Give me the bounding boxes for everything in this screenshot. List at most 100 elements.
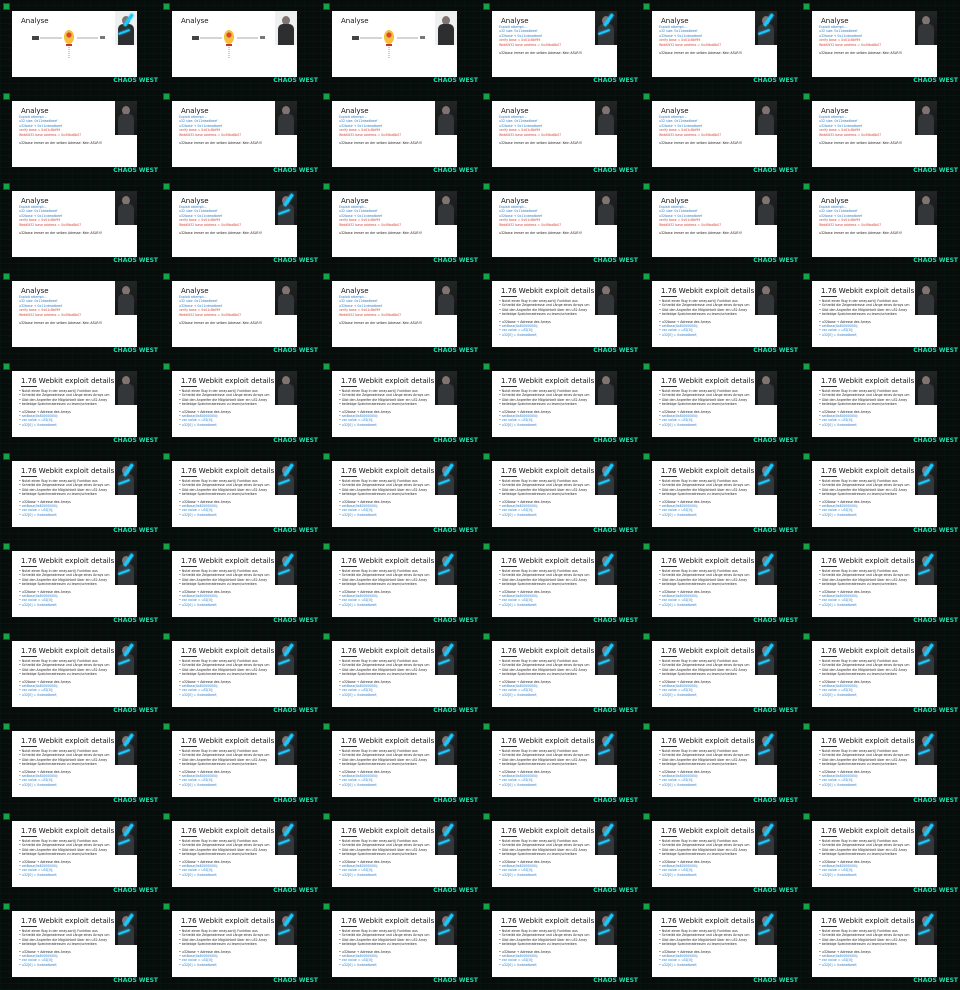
video-frame-thumbnail[interactable]: 1.76 Webkit exploit details(details sieh… xyxy=(160,450,320,540)
video-frame-thumbnail[interactable]: Analyse Exploit attempt... u32 size: 0x11d… xyxy=(160,180,320,270)
video-frame-thumbnail[interactable]: Analyse CHAOS WEST xyxy=(320,0,480,90)
video-frame-thumbnail[interactable]: 1.76 Webkit exploit details(details sieh… xyxy=(0,720,160,810)
video-frame-thumbnail[interactable]: 1.76 Webkit exploit details(details sieh… xyxy=(320,810,480,900)
video-frame-thumbnail[interactable]: 1.76 Webkit exploit details(details sieh… xyxy=(0,810,160,900)
video-frame-thumbnail[interactable]: 1.76 Webkit exploit details(details sieh… xyxy=(480,270,640,360)
log-line: verify base = 0x01c8bf99 xyxy=(819,38,861,43)
video-frame-thumbnail[interactable]: 1.76 Webkit exploit details(details sieh… xyxy=(640,720,800,810)
video-frame-thumbnail[interactable]: 1.76 Webkit exploit details(details sieh… xyxy=(320,540,480,630)
video-frame-thumbnail[interactable]: Analyse Exploit attempt... u32 size: 0x11d… xyxy=(160,90,320,180)
bullet-item: • Schreibt die Zeigeradresse und Länge e… xyxy=(339,573,430,578)
video-frame-thumbnail[interactable]: Analyse CHAOS WEST xyxy=(160,0,320,90)
video-frame-thumbnail[interactable]: Analyse Exploit attempt... u32 size: 0x11d… xyxy=(480,180,640,270)
video-frame-thumbnail[interactable]: 1.76 Webkit exploit details(details sieh… xyxy=(320,720,480,810)
video-frame-thumbnail[interactable]: 1.76 Webkit exploit details(details sieh… xyxy=(480,450,640,540)
log-line: Exploit attempt... xyxy=(659,205,687,209)
code-detail: • var value = u32[0]; xyxy=(819,868,854,873)
video-frame-thumbnail[interactable]: 1.76 Webkit exploit details(details sieh… xyxy=(800,360,960,450)
video-frame-thumbnail[interactable]: 1.76 Webkit exploit details(details sieh… xyxy=(320,630,480,720)
video-frame-thumbnail[interactable]: 1.76 Webkit exploit details(details sieh… xyxy=(640,900,800,990)
speaker-body xyxy=(278,294,294,315)
video-frame-thumbnail[interactable]: 1.76 Webkit exploit details(details sieh… xyxy=(640,360,800,450)
log-line: WebKit32 base address = 0x49ba8b07 xyxy=(819,132,882,137)
video-frame-thumbnail[interactable]: 1.76 Webkit exploit details(details sieh… xyxy=(800,720,960,810)
video-frame-thumbnail[interactable]: 1.76 Webkit exploit details(details sieh… xyxy=(160,900,320,990)
presentation-slide: 1.76 Webkit exploit details(details sieh… xyxy=(812,821,937,887)
speaker-body xyxy=(758,384,774,405)
code-detail: • var value = u32[0]; xyxy=(179,598,214,603)
video-frame-thumbnail[interactable]: 1.76 Webkit exploit details(details sieh… xyxy=(800,810,960,900)
video-frame-thumbnail[interactable]: 1.76 Webkit exploit details(details sieh… xyxy=(480,810,640,900)
video-frame-thumbnail[interactable]: 1.76 Webkit exploit details(details sieh… xyxy=(480,630,640,720)
video-frame-thumbnail[interactable]: Analyse Exploit attempt... u32 size: 0x11d… xyxy=(320,270,480,360)
speaker-body xyxy=(758,564,774,585)
video-frame-thumbnail[interactable]: 1.76 Webkit exploit details(details sieh… xyxy=(0,540,160,630)
video-frame-thumbnail[interactable]: Analyse Exploit attempt... u32 size: 0x11d… xyxy=(640,90,800,180)
video-frame-thumbnail[interactable]: 1.76 Webkit exploit details(details sieh… xyxy=(640,450,800,540)
video-frame-thumbnail[interactable]: Analyse Exploit attempt... u32 size: 0x11d… xyxy=(160,270,320,360)
video-frame-thumbnail[interactable]: 1.76 Webkit exploit details(details sieh… xyxy=(480,900,640,990)
title-underline xyxy=(501,476,517,477)
title-underline xyxy=(501,926,517,927)
video-frame-thumbnail[interactable]: 1.76 Webkit exploit details(details sieh… xyxy=(480,720,640,810)
video-frame-thumbnail[interactable]: Analyse Exploit attempt... u32 size: 0x11d… xyxy=(0,270,160,360)
log-line: u32base + 0x11cdeadbeef xyxy=(339,303,383,308)
video-frame-thumbnail[interactable]: 1.76 Webkit exploit details(details sieh… xyxy=(640,270,800,360)
log-line: verify base = 0x01c8bf99 xyxy=(19,128,61,133)
video-frame-thumbnail[interactable]: 1.76 Webkit exploit details(details sieh… xyxy=(320,900,480,990)
speaker-body xyxy=(758,474,774,495)
video-frame-thumbnail[interactable]: 1.76 Webkit exploit details(details sieh… xyxy=(0,360,160,450)
video-frame-thumbnail[interactable]: 1.76 Webkit exploit details(details sieh… xyxy=(320,450,480,540)
bullet-item: • Gibt den Angreifer die Möglichkeit übe… xyxy=(19,937,108,942)
log-line: Exploit attempt... xyxy=(19,115,47,119)
video-frame-thumbnail[interactable]: 1.76 Webkit exploit details(details sieh… xyxy=(800,630,960,720)
title-underline xyxy=(661,836,677,837)
video-frame-thumbnail[interactable]: Analyse Exploit attempt... u32 size: 0x11d… xyxy=(640,0,800,90)
video-frame-thumbnail[interactable]: 1.76 Webkit exploit details(details sieh… xyxy=(0,630,160,720)
video-frame-thumbnail[interactable]: 1.76 Webkit exploit details(details sieh… xyxy=(640,630,800,720)
bullet-item: • Schreibt die Zeigeradresse und Länge e… xyxy=(499,393,590,398)
video-frame-thumbnail[interactable]: 1.76 Webkit exploit details(details sieh… xyxy=(800,270,960,360)
presentation-slide: 1.76 Webkit exploit details(details sieh… xyxy=(332,821,457,887)
presentation-slide: 1.76 Webkit exploit details(details sieh… xyxy=(492,371,617,437)
chaos-west-label: CHAOS WEST xyxy=(433,257,478,264)
video-frame-thumbnail[interactable]: 1.76 Webkit exploit details(details sieh… xyxy=(320,360,480,450)
video-frame-thumbnail[interactable]: Analyse Exploit attempt... u32 size: 0x11d… xyxy=(800,180,960,270)
video-frame-thumbnail[interactable]: 1.76 Webkit exploit details(details sieh… xyxy=(640,810,800,900)
video-frame-thumbnail[interactable]: Analyse Exploit attempt... u32 size: 0x11d… xyxy=(0,180,160,270)
speaker-camera-overlay xyxy=(755,101,777,135)
bullet-item: • Gibt den Angreifer die Möglichkeit übe… xyxy=(179,667,268,672)
video-frame-thumbnail[interactable]: Analyse Exploit attempt... u32 size: 0x11d… xyxy=(640,180,800,270)
speaker-camera-overlay xyxy=(595,371,617,405)
video-frame-thumbnail[interactable]: 1.76 Webkit exploit details(details sieh… xyxy=(800,900,960,990)
video-frame-thumbnail[interactable]: Analyse Exploit attempt... u32 size: 0x11d… xyxy=(480,0,640,90)
video-frame-thumbnail[interactable]: Analyse Exploit attempt... u32 size: 0x11d… xyxy=(480,90,640,180)
exploit-details-list: • Nutzt einen Bug in der array.sort() Fu… xyxy=(19,569,131,607)
video-frame-thumbnail[interactable]: 1.76 Webkit exploit details(details sieh… xyxy=(160,540,320,630)
bullet-item: • beliebige Speicheradressen zu lesen/sc… xyxy=(499,762,577,767)
video-frame-thumbnail[interactable]: 1.76 Webkit exploit details(details sieh… xyxy=(800,450,960,540)
video-frame-thumbnail[interactable]: Analyse Exploit attempt... u32 size: 0x11d… xyxy=(800,0,960,90)
video-frame-thumbnail[interactable]: 1.76 Webkit exploit details(details sieh… xyxy=(160,360,320,450)
video-frame-thumbnail[interactable]: Analyse Exploit attempt... u32 size: 0x11d… xyxy=(0,90,160,180)
video-frame-thumbnail[interactable]: 1.76 Webkit exploit details(details sieh… xyxy=(480,540,640,630)
video-frame-thumbnail[interactable]: Analyse Exploit attempt... u32 size: 0x11d… xyxy=(320,90,480,180)
video-frame-thumbnail[interactable]: 1.76 Webkit exploit details(details sieh… xyxy=(800,540,960,630)
speaker-body xyxy=(118,474,134,495)
video-frame-thumbnail[interactable]: Analyse CHAOS WEST xyxy=(0,0,160,90)
video-frame-thumbnail[interactable]: 1.76 Webkit exploit details(details sieh… xyxy=(640,540,800,630)
exploit-details-list: • Nutzt einen Bug in der array.sort() Fu… xyxy=(339,749,451,787)
video-frame-thumbnail[interactable]: 1.76 Webkit exploit details(details sieh… xyxy=(160,810,320,900)
chaos-west-logo-icon xyxy=(3,453,10,460)
video-frame-thumbnail[interactable]: 1.76 Webkit exploit details(details sieh… xyxy=(160,720,320,810)
video-frame-thumbnail[interactable]: 1.76 Webkit exploit details(details sieh… xyxy=(160,630,320,720)
video-frame-thumbnail[interactable]: 1.76 Webkit exploit details(details sieh… xyxy=(0,450,160,540)
video-frame-thumbnail[interactable]: 1.76 Webkit exploit details(details sieh… xyxy=(480,360,640,450)
exploit-details-list: • Nutzt einen Bug in der array.sort() Fu… xyxy=(179,659,291,697)
video-frame-thumbnail[interactable]: Analyse Exploit attempt... u32 size: 0x11d… xyxy=(800,90,960,180)
title-underline xyxy=(821,746,837,747)
speaker-camera-overlay xyxy=(435,281,457,315)
log-line: u32 size: 0x11deadbeef xyxy=(19,119,58,124)
video-frame-thumbnail[interactable]: 1.76 Webkit exploit details(details sieh… xyxy=(0,900,160,990)
video-frame-thumbnail[interactable]: Analyse Exploit attempt... u32 size: 0x11d… xyxy=(320,180,480,270)
